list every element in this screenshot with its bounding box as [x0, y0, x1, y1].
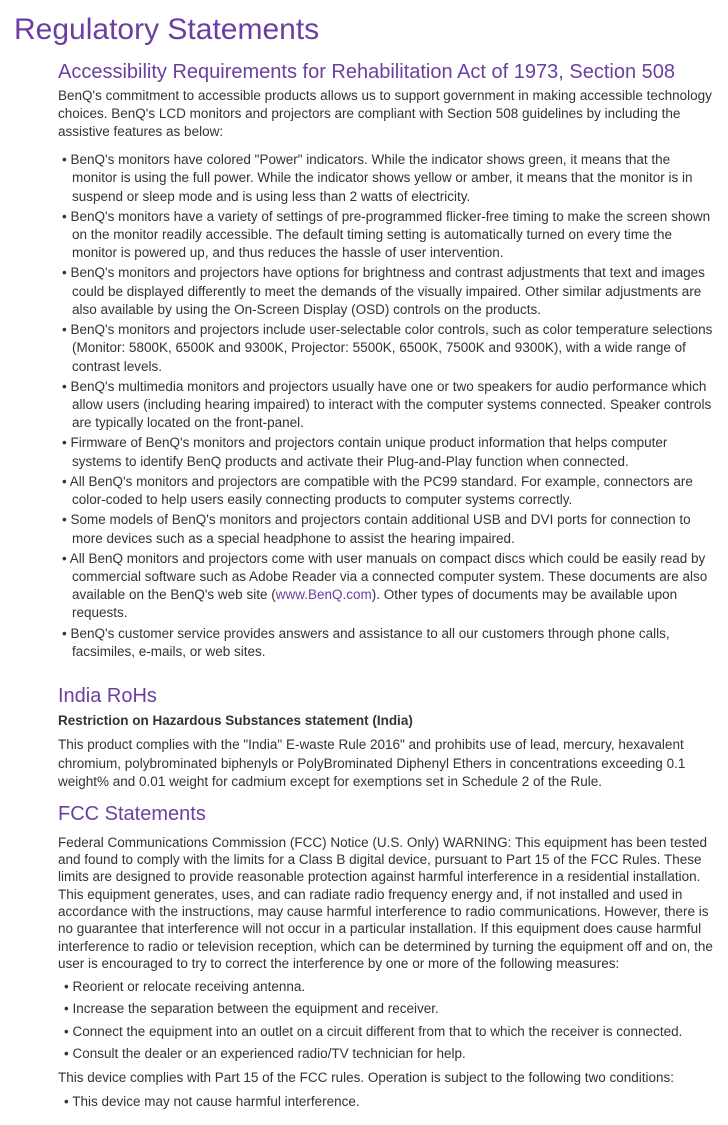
- list-item: Firmware of BenQ's monitors and projecto…: [58, 434, 714, 470]
- list-item: All BenQ's monitors and projectors are c…: [58, 473, 714, 509]
- accessibility-bullets: BenQ's monitors have colored "Power" ind…: [58, 151, 714, 661]
- list-item: BenQ's monitors have a variety of settin…: [58, 208, 714, 263]
- india-body: This product complies with the "India" E…: [58, 736, 714, 791]
- india-subheading: Restriction on Hazardous Substances stat…: [58, 712, 714, 730]
- india-heading: India RoHs: [58, 683, 714, 710]
- list-item: Reorient or relocate receiving antenna.: [58, 978, 714, 996]
- list-item: Some models of BenQ's monitors and proje…: [58, 511, 714, 547]
- list-item: All BenQ monitors and projectors come wi…: [58, 550, 714, 623]
- fcc-list-1: Reorient or relocate receiving antenna. …: [58, 978, 714, 1063]
- india-section: India RoHs Restriction on Hazardous Subs…: [58, 683, 714, 791]
- fcc-heading: FCC Statements: [58, 801, 714, 828]
- page-title: Regulatory Statements: [14, 10, 714, 51]
- list-item: Increase the separation between the equi…: [58, 1000, 714, 1018]
- fcc-mid-text: This device complies with Part 15 of the…: [58, 1069, 714, 1087]
- list-item: BenQ's monitors and projectors include u…: [58, 321, 714, 376]
- list-item: BenQ's monitors have colored "Power" ind…: [58, 151, 714, 206]
- list-item: This device may not cause harmful interf…: [58, 1093, 714, 1111]
- list-item: BenQ's monitors and projectors have opti…: [58, 264, 714, 319]
- fcc-body: Federal Communications Commission (FCC) …: [58, 834, 714, 972]
- accessibility-heading: Accessibility Requirements for Rehabilit…: [58, 61, 714, 83]
- list-item: BenQ's customer service provides answers…: [58, 625, 714, 661]
- accessibility-section: Accessibility Requirements for Rehabilit…: [58, 61, 714, 662]
- benq-link[interactable]: www.BenQ.com: [276, 587, 372, 602]
- list-item: Connect the equipment into an outlet on …: [58, 1023, 714, 1041]
- fcc-list-2: This device may not cause harmful interf…: [58, 1093, 714, 1111]
- fcc-section: FCC Statements Federal Communications Co…: [58, 801, 714, 1111]
- list-item: Consult the dealer or an experienced rad…: [58, 1045, 714, 1063]
- accessibility-intro: BenQ's commitment to accessible products…: [58, 87, 714, 142]
- list-item: BenQ's multimedia monitors and projector…: [58, 378, 714, 433]
